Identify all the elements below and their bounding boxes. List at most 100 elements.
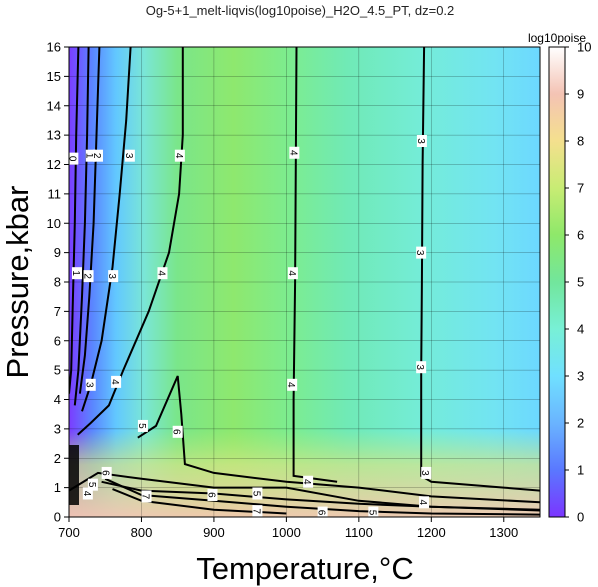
contour-label: 2 [91,153,102,159]
colorbar-tick-label: 1 [577,463,584,478]
contour-label: 6 [100,470,111,476]
y-tick-label: 3 [54,421,61,436]
contour-label: 3 [414,364,425,370]
contour-label-box [368,506,379,517]
x-axis: 700 800 900 1000 1100 1200 1300 [58,517,518,540]
contour-line-6 [104,477,540,516]
colorbar-ticks: 0 1 2 3 4 5 6 7 8 9 10 [565,40,591,525]
contour-label-box [85,378,96,391]
y-tick-label: 12 [47,157,61,172]
contour-label-box [252,505,263,517]
contour-line-2 [78,47,101,394]
contour-label: 6 [316,510,327,516]
y-tick-label: 5 [54,363,61,378]
y-tick-label: 10 [47,216,61,231]
contour-label: 1 [70,270,81,276]
y-tick-label: 14 [47,98,61,113]
contour-label-box [111,375,122,388]
contour-label: 5 [86,482,97,488]
contour-label: 5 [366,510,377,516]
contour-label-box [157,267,168,280]
contour-line-5 [101,480,540,511]
colorbar-tick-label: 3 [577,369,584,384]
x-tick-label: 1000 [272,525,301,540]
colorbar-tick-label: 2 [577,416,584,431]
y-tick-label: 7 [54,304,61,319]
y-tick-label: 0 [54,510,61,525]
contour-label-box [252,487,263,500]
y-tick-label: 11 [48,186,62,201]
contour-label-box [317,506,328,517]
contour-label-box [172,425,183,438]
contour-label: 7 [140,494,151,500]
contour-line-1 [73,47,90,406]
contour-label-box [141,490,152,503]
y-tick-label: 2 [54,451,61,466]
contour-label: 4 [285,382,296,388]
colorbar-tick-label: 6 [577,228,584,243]
contour-label: 5 [250,491,261,497]
contour-label: 4 [287,150,298,156]
x-tick-label: 900 [203,525,225,540]
x-tick-label: 1100 [345,525,373,540]
contour-label: 6 [171,429,182,435]
colorbar-tick-label: 9 [577,87,584,102]
contour-label-box [87,478,98,491]
colorbar-tick-label: 10 [577,40,591,55]
contour-line-4 [292,47,338,483]
contour-label-box [289,146,300,159]
contour-label-box [174,149,185,162]
contour-label: 3 [414,250,425,256]
contour-label-box [85,149,96,162]
chart-title: Og-5+1_melt-liqvis(log10poise)_H2O_4.5_P… [146,3,455,18]
y-tick-label: 4 [54,392,61,407]
contour-label: 4 [417,500,428,506]
y-tick-label: 1 [54,480,61,495]
contour-label: 7 [250,508,261,514]
contour-label: 4 [301,479,312,485]
contour-line-3 [420,47,540,492]
contour-label-box [416,361,427,374]
contour-label-box [108,270,119,283]
contour-label-box [82,487,93,500]
contour-label: 4 [173,153,184,159]
y-tick-label: 6 [54,333,61,348]
contour-label: 3 [106,273,117,279]
x-tick-label: 700 [58,525,80,540]
colorbar-tick-label: 0 [577,510,584,525]
contour-label: 3 [415,138,426,144]
contour-label: 3 [123,153,134,159]
contour-label: 6 [205,492,216,498]
colorbar-tick-label: 5 [577,275,584,290]
contour-label: 4 [81,491,92,497]
contour-label-box [71,267,82,280]
contour-label: 4 [155,270,166,276]
contour-label-box [101,466,112,479]
contour-label-box [207,488,218,501]
contour-label-box [287,378,298,391]
colorbar [548,46,566,518]
y-tick-label: 8 [54,275,61,290]
y-tick-label: 16 [47,40,61,55]
contour-label: 1 [84,153,95,159]
contour-label-box [421,466,432,479]
contour-label-box [69,152,79,165]
contour-label: 5 [136,423,147,429]
contour-label-box [419,496,430,509]
contour-label: 3 [419,470,430,476]
colorbar-label: log10poise [528,31,586,45]
contour-label-box [416,135,427,147]
y-axis-label: Pressure,kbar [0,186,35,379]
colorbar-tick-label: 7 [577,181,584,196]
contour-label-box [92,149,103,162]
high-viscosity-band [69,430,540,517]
colorbar-tick-label: 4 [577,322,584,337]
x-tick-label: 1200 [417,525,446,540]
contour-line-5 [137,375,540,504]
colorbar-tick-label: 8 [577,134,584,149]
contour-label: 2 [82,273,93,279]
contour-label-box [83,270,94,283]
